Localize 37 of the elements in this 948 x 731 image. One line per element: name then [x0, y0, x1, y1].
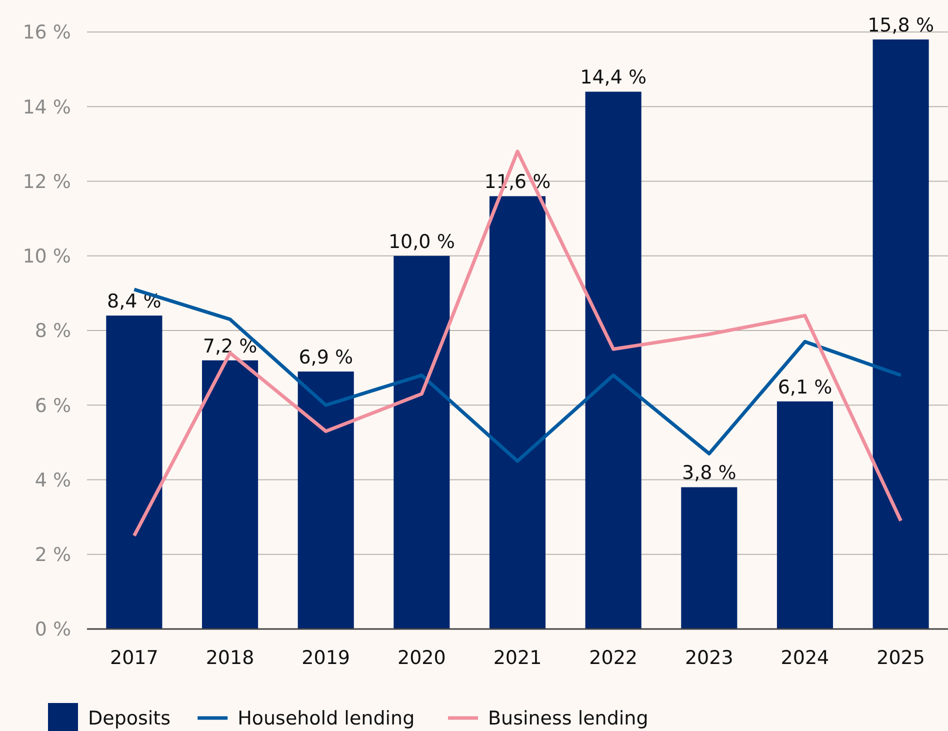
bar	[872, 39, 929, 629]
bar	[298, 372, 354, 629]
data-label: 15,8 %	[868, 14, 934, 36]
x-tick-label: 2024	[780, 647, 830, 669]
data-label: 10,0 %	[388, 230, 455, 253]
x-tick-label: 2019	[302, 647, 350, 669]
data-label: 6,1 %	[778, 376, 832, 398]
x-tick-label: 2018	[206, 647, 254, 669]
y-tick-label: 10 %	[22, 246, 71, 268]
x-tick-label: 2025	[876, 647, 925, 669]
y-tick-label: 14 %	[22, 96, 71, 118]
bar	[681, 487, 738, 629]
bar	[202, 360, 258, 629]
x-tick-label: 2017	[110, 647, 158, 669]
data-label: 6,9 %	[298, 346, 354, 369]
y-tick-label: 2 %	[34, 544, 71, 566]
bar	[489, 196, 546, 629]
bar	[106, 316, 162, 629]
x-tick-label: 2022	[589, 647, 638, 669]
data-label: 7,2 %	[202, 335, 258, 358]
y-tick-label: 16 %	[22, 22, 71, 44]
bar	[585, 92, 642, 629]
data-label: 3,8 %	[682, 462, 736, 484]
legend-label: Household lending	[238, 708, 415, 730]
legend-label: Business lending	[488, 708, 648, 730]
y-tick-label: 8 %	[34, 320, 71, 342]
x-tick-label: 2020	[397, 647, 446, 669]
y-tick-label: 12 %	[22, 170, 71, 193]
y-tick-label: 0 %	[34, 618, 71, 641]
x-tick-label: 2023	[684, 647, 734, 669]
legend-label: Deposits	[88, 708, 171, 730]
data-label: 14,4 %	[580, 66, 647, 89]
bar	[394, 256, 450, 629]
bar	[776, 401, 834, 629]
x-tick-label: 2021	[493, 647, 542, 669]
y-tick-label: 4 %	[34, 469, 71, 492]
y-tick-label: 6 %	[34, 394, 71, 417]
